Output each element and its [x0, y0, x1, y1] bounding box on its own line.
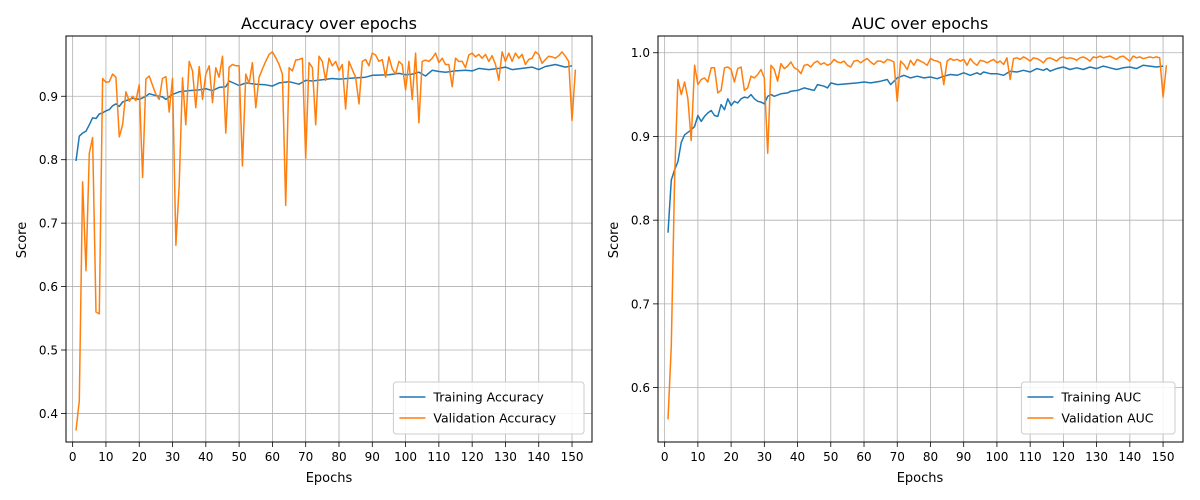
y-axis-ticks: 0.6 0.7 0.8 0.9 1.0 [631, 46, 658, 395]
x-tick-label: 80 [923, 450, 938, 464]
x-tick-label: 100 [985, 450, 1008, 464]
y-axis-label: Score [15, 222, 30, 258]
legend: Training Accuracy Validation Accuracy [392, 381, 585, 435]
x-tick-label: 120 [1052, 450, 1075, 464]
x-tick-label: 10 [690, 450, 705, 464]
x-tick-label: 10 [98, 450, 113, 464]
legend-box [1020, 381, 1176, 435]
x-tick-label: 20 [723, 450, 738, 464]
x-axis-label: Epochs [897, 471, 944, 486]
x-axis-ticks: 0 10 20 30 40 50 60 70 80 90 100 110 120 130 140 150 [69, 442, 584, 464]
x-axis-label: Epochs [306, 471, 353, 486]
y-tick-label: 0.7 [631, 297, 650, 311]
x-tick-label: 0 [69, 450, 77, 464]
x-tick-label: 110 [1019, 450, 1042, 464]
x-axis-ticks: 0 10 20 30 40 50 60 70 80 90 100 110 120 130 140 150 [661, 442, 1175, 464]
y-tick-label: 0.6 [631, 381, 650, 395]
y-tick-label: 0.9 [39, 90, 58, 104]
series-line [667, 55, 1168, 420]
chart-title: AUC over epochs [852, 14, 989, 33]
legend-label: Validation Accuracy [433, 411, 556, 426]
x-tick-label: 50 [823, 450, 838, 464]
x-tick-label: 100 [394, 450, 417, 464]
x-tick-label: 110 [427, 450, 450, 464]
legend-label: Training AUC [1060, 390, 1141, 405]
series-lines [75, 51, 577, 431]
chart-title: Accuracy over epochs [241, 14, 417, 33]
series-line [75, 63, 573, 162]
accuracy-chart-panel: Accuracy over epochs 0 10 20 30 40 50 60 70 80 90… [15, 14, 593, 486]
y-tick-label: 0.6 [39, 280, 58, 294]
x-tick-label: 40 [198, 450, 213, 464]
x-tick-label: 130 [1085, 450, 1108, 464]
plot-frame [65, 35, 593, 443]
series-lines [667, 55, 1168, 420]
y-tick-label: 0.5 [39, 344, 58, 358]
legend-box [392, 381, 585, 435]
y-tick-label: 0.8 [39, 153, 58, 167]
x-tick-label: 60 [856, 450, 871, 464]
x-tick-label: 70 [890, 450, 905, 464]
legend-label: Validation AUC [1061, 411, 1153, 426]
y-tick-label: 0.9 [631, 130, 650, 144]
x-tick-label: 90 [365, 450, 380, 464]
x-tick-label: 70 [298, 450, 313, 464]
grid-lines [658, 36, 1183, 442]
x-tick-label: 30 [165, 450, 180, 464]
y-tick-label: 0.8 [631, 214, 650, 228]
x-tick-label: 50 [231, 450, 246, 464]
y-axis-label: Score [607, 222, 622, 258]
x-tick-label: 40 [790, 450, 805, 464]
y-tick-label: 0.7 [39, 217, 58, 231]
x-tick-label: 130 [494, 450, 517, 464]
x-tick-label: 0 [661, 450, 669, 464]
x-tick-label: 80 [331, 450, 346, 464]
series-line [667, 64, 1164, 233]
y-axis-ticks: 0.4 0.5 0.6 0.7 0.8 0.9 [39, 90, 66, 421]
x-tick-label: 20 [132, 450, 147, 464]
x-tick-label: 30 [757, 450, 772, 464]
y-tick-label: 0.4 [39, 407, 58, 421]
x-tick-label: 90 [956, 450, 971, 464]
plot-frame [657, 35, 1184, 443]
x-tick-label: 150 [1152, 450, 1175, 464]
x-tick-label: 140 [527, 450, 550, 464]
auc-chart-panel: AUC over epochs 0 10 20 30 40 50 60 70 80 90 100 11… [607, 14, 1184, 486]
legend-label: Training Accuracy [432, 390, 544, 405]
x-tick-label: 120 [461, 450, 484, 464]
x-tick-label: 140 [1118, 450, 1141, 464]
x-tick-label: 60 [265, 450, 280, 464]
legend: Training AUC Validation AUC [1020, 381, 1176, 435]
grid-lines [66, 36, 592, 442]
y-tick-label: 1.0 [631, 46, 650, 60]
x-tick-label: 150 [561, 450, 584, 464]
series-line [75, 51, 577, 431]
